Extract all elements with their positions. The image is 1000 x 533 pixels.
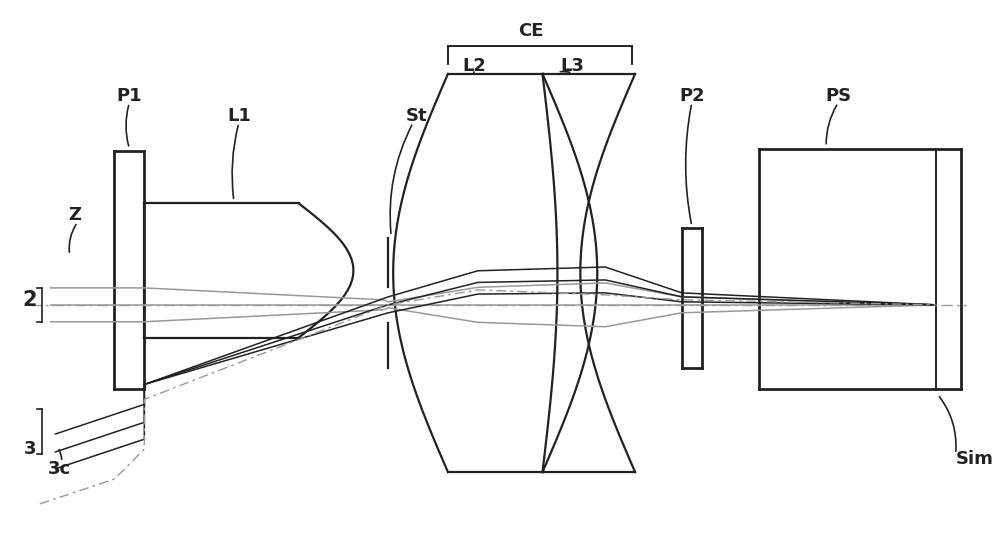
Text: St: St (405, 107, 427, 125)
Text: L2: L2 (462, 57, 486, 75)
Text: Sim: Sim (956, 450, 993, 468)
Text: P2: P2 (679, 87, 705, 105)
Text: P1: P1 (117, 87, 142, 105)
Text: L3: L3 (560, 57, 584, 75)
Text: L1: L1 (227, 107, 251, 125)
Text: CE: CE (518, 22, 543, 40)
Text: PS: PS (825, 87, 851, 105)
Text: 3: 3 (24, 440, 36, 458)
Text: 2: 2 (23, 290, 37, 310)
Text: 3c: 3c (48, 460, 71, 478)
Text: Z: Z (68, 206, 81, 224)
